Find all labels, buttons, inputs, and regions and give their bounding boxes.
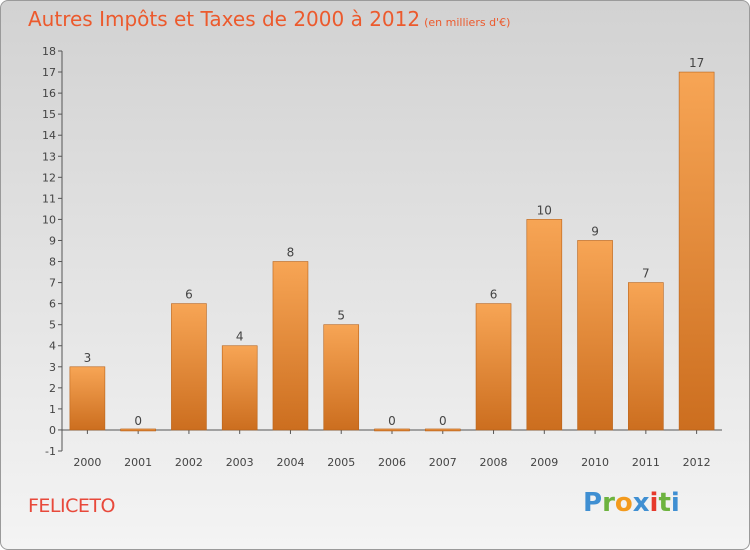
x-tick-label: 2008 [480,456,508,469]
y-tick-label: 16 [42,87,56,100]
bar [221,345,258,431]
y-tick-label: 14 [42,129,56,142]
y-tick-label: 8 [49,256,56,269]
data-label: 0 [134,414,142,428]
logo-letter: P [583,488,603,518]
data-label: 6 [185,288,193,302]
y-tick-label: 15 [42,108,56,121]
bar [120,428,156,432]
x-tick-label: 2000 [73,456,101,469]
x-tick-label: 2006 [378,456,406,469]
logo-letter: i [649,488,659,518]
y-tick-label: 12 [42,171,56,184]
logo-letter: r [602,488,615,518]
data-label: 5 [337,309,345,323]
bar [577,240,613,431]
x-tick-label: 2007 [429,456,457,469]
data-label: 6 [490,288,498,302]
bars [69,71,715,432]
data-label: 3 [84,351,92,365]
y-tick-label: 7 [49,277,56,290]
x-tick-label: 2010 [581,456,609,469]
bar [526,219,563,431]
logo-letter: o [614,488,633,518]
y-tick-label: 0 [49,424,56,437]
chart-title: Autres Impôts et Taxes de 2000 à 2012 (en… [28,7,510,31]
data-label: 7 [642,267,650,281]
x-tick-label: 2003 [226,456,254,469]
y-tick-label: 6 [49,298,56,311]
data-label: 17 [689,56,704,70]
bar [272,261,309,431]
y-tick-label: 17 [42,66,56,79]
data-label: 0 [388,414,396,428]
y-tick-label: 1 [49,403,56,416]
x-tick-label: 2001 [124,456,152,469]
x-tick-label: 2002 [175,456,203,469]
data-labels: 3 0 6 4 8 5 0 0 6 10 9 7 17 [84,56,705,428]
y-tick-label: 18 [42,45,56,58]
bar [323,324,360,431]
y-tick-label: 2 [49,382,56,395]
x-tick-label: 2005 [327,456,355,469]
bar [171,303,207,431]
y-tick-label: 3 [49,361,56,374]
data-label: 4 [236,330,244,344]
bar [69,366,106,431]
x-tick-label: 2012 [683,456,711,469]
data-label: 9 [591,224,599,238]
y-tick-label: 10 [42,213,56,226]
y-tick-label: 4 [49,340,56,353]
y-tick-label: 9 [49,234,56,247]
bar [374,428,410,432]
y-tick-label: 11 [42,192,56,205]
y-tick-label: 5 [49,319,56,332]
data-label: 10 [537,203,552,217]
title-unit: (en milliers d'€) [424,16,511,29]
bar [628,282,664,431]
y-tick-label: 13 [42,150,56,163]
logo-letter: i [670,488,680,518]
bar [678,71,715,431]
x-tick-label: 2011 [632,456,660,469]
bar [424,428,461,432]
x-tick-label: 2009 [530,456,558,469]
proxiti-logo: Proxiti [583,488,680,518]
logo-letter: x [632,488,650,518]
x-tick-label: 2004 [276,456,304,469]
place-name: FELICETO [28,495,115,517]
title-text: Autres Impôts et Taxes de 2000 à 2012 [28,7,421,31]
data-label: 0 [439,414,447,428]
y-tick-label: -1 [45,445,56,458]
data-label: 8 [287,246,295,260]
bar [475,303,512,431]
logo-letter: t [658,488,671,518]
